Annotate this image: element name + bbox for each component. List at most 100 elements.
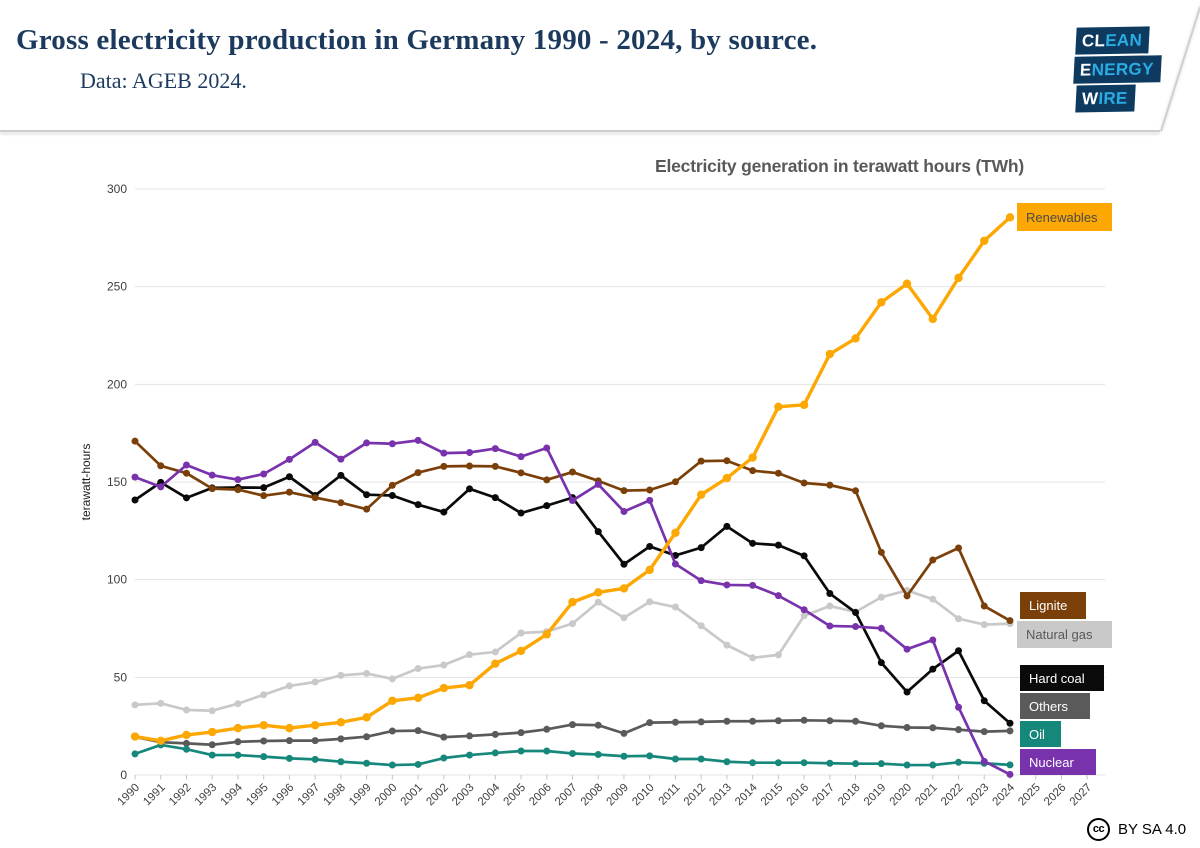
data-point-hard-coal-2005 — [517, 509, 525, 517]
data-point-others-2013 — [723, 717, 731, 725]
data-point-renewables-2001 — [413, 693, 423, 703]
data-point-oil-2014 — [749, 759, 757, 767]
data-point-hard-coal-1998 — [337, 471, 345, 479]
data-point-lignite-2018 — [852, 487, 860, 495]
data-point-others-2022 — [955, 726, 963, 734]
data-point-oil-2003 — [466, 751, 474, 759]
license-text: BY SA 4.0 — [1118, 821, 1187, 838]
data-point-lignite-1998 — [337, 499, 345, 507]
x-tick-label: 2004 — [476, 781, 503, 808]
data-point-hard-coal-2018 — [852, 608, 860, 616]
data-point-hard-coal-1999 — [363, 491, 371, 499]
data-point-hard-coal-1990 — [131, 496, 139, 504]
data-point-nuclear-2020 — [903, 645, 911, 653]
data-point-nuclear-2019 — [877, 624, 885, 632]
data-point-renewables-1994 — [233, 723, 243, 733]
x-tick-label: 2020 — [888, 782, 915, 809]
data-point-natural-gas-2003 — [466, 651, 474, 659]
data-point-others-1994 — [234, 738, 242, 746]
data-point-others-2014 — [749, 717, 757, 725]
data-point-natural-gas-2008 — [594, 598, 602, 606]
data-point-hard-coal-2006 — [543, 502, 551, 510]
data-point-nuclear-1994 — [234, 476, 242, 484]
data-point-natural-gas-2010 — [646, 598, 654, 606]
data-point-renewables-2024 — [1005, 213, 1015, 222]
y-tick-label: 150 — [107, 475, 127, 489]
y-tick-label: 300 — [107, 182, 127, 196]
data-point-nuclear-1995 — [260, 470, 268, 478]
data-point-renewables-1999 — [362, 713, 371, 722]
data-point-nuclear-1992 — [182, 461, 190, 469]
data-point-nuclear-1997 — [311, 438, 319, 446]
data-point-lignite-2024 — [1006, 617, 1014, 625]
data-point-others-2005 — [517, 729, 525, 737]
data-point-natural-gas-1997 — [311, 678, 319, 686]
x-tick-label: 2011 — [657, 782, 683, 808]
legend-others: Others — [1020, 693, 1090, 719]
data-point-nuclear-1999 — [363, 439, 371, 447]
data-point-lignite-2019 — [877, 548, 885, 556]
x-tick-label: 1999 — [347, 782, 374, 809]
data-point-nuclear-1993 — [208, 471, 216, 479]
data-point-nuclear-1996 — [285, 455, 293, 463]
data-point-renewables-2000 — [388, 696, 397, 705]
series-oil — [131, 741, 1014, 769]
data-point-nuclear-2023 — [980, 757, 988, 765]
data-point-others-2006 — [543, 725, 551, 733]
x-tick-label: 2014 — [733, 781, 760, 808]
data-point-others-1999 — [363, 733, 371, 741]
license-badge: cc BY SA 4.0 — [1087, 818, 1186, 841]
data-point-lignite-2022 — [955, 544, 963, 552]
data-point-renewables-1992 — [182, 730, 191, 740]
x-tick-label: 2002 — [424, 782, 451, 809]
data-point-hard-coal-1996 — [285, 473, 293, 481]
data-point-nuclear-2013 — [723, 581, 731, 589]
data-point-natural-gas-1993 — [208, 707, 216, 715]
data-point-renewables-1996 — [285, 723, 294, 733]
x-tick-label: 2022 — [939, 782, 966, 809]
data-point-renewables-2016 — [799, 400, 809, 410]
data-point-oil-2016 — [800, 759, 808, 767]
data-point-natural-gas-2023 — [980, 621, 988, 629]
data-point-oil-2002 — [440, 754, 448, 762]
data-point-oil-2007 — [568, 750, 576, 758]
legend-renewables: Renewables — [1017, 203, 1112, 231]
data-point-lignite-2004 — [491, 462, 499, 470]
data-point-others-2016 — [800, 716, 808, 724]
data-point-oil-1999 — [363, 759, 371, 767]
data-point-oil-2009 — [620, 752, 628, 760]
data-point-nuclear-2015 — [774, 592, 782, 600]
x-tick-label: 1994 — [218, 781, 245, 808]
data-point-others-1998 — [337, 735, 345, 743]
data-point-nuclear-2012 — [697, 577, 705, 585]
data-point-others-2015 — [774, 717, 782, 725]
data-point-natural-gas-2000 — [388, 675, 396, 683]
data-point-others-2018 — [852, 717, 860, 725]
data-point-lignite-2011 — [671, 478, 679, 486]
data-point-natural-gas-1994 — [234, 700, 242, 708]
data-point-hard-coal-2003 — [466, 485, 474, 493]
data-point-lignite-2023 — [980, 602, 988, 610]
x-tick-label: 2023 — [965, 782, 992, 809]
data-point-oil-2020 — [903, 761, 911, 769]
data-point-oil-1992 — [182, 745, 190, 753]
data-point-hard-coal-2021 — [929, 665, 937, 673]
data-point-lignite-2014 — [749, 467, 757, 475]
data-point-oil-2005 — [517, 747, 525, 755]
data-point-others-2003 — [466, 732, 474, 740]
data-point-hard-coal-2004 — [491, 494, 499, 502]
data-point-others-2000 — [388, 727, 396, 735]
data-point-oil-1990 — [131, 750, 139, 758]
data-point-hard-coal-2022 — [955, 647, 963, 655]
x-tick-label: 2001 — [399, 782, 426, 809]
data-point-nuclear-2006 — [543, 444, 551, 452]
data-point-hard-coal-1995 — [260, 484, 268, 492]
data-point-others-1996 — [285, 737, 293, 745]
y-tick-label: 250 — [107, 280, 127, 294]
data-point-hard-coal-2024 — [1006, 719, 1014, 727]
data-point-others-2009 — [620, 729, 628, 737]
y-tick-label: 100 — [107, 573, 127, 587]
legend-natural-gas: Natural gas — [1017, 621, 1112, 648]
data-point-renewables-2020 — [902, 279, 912, 288]
